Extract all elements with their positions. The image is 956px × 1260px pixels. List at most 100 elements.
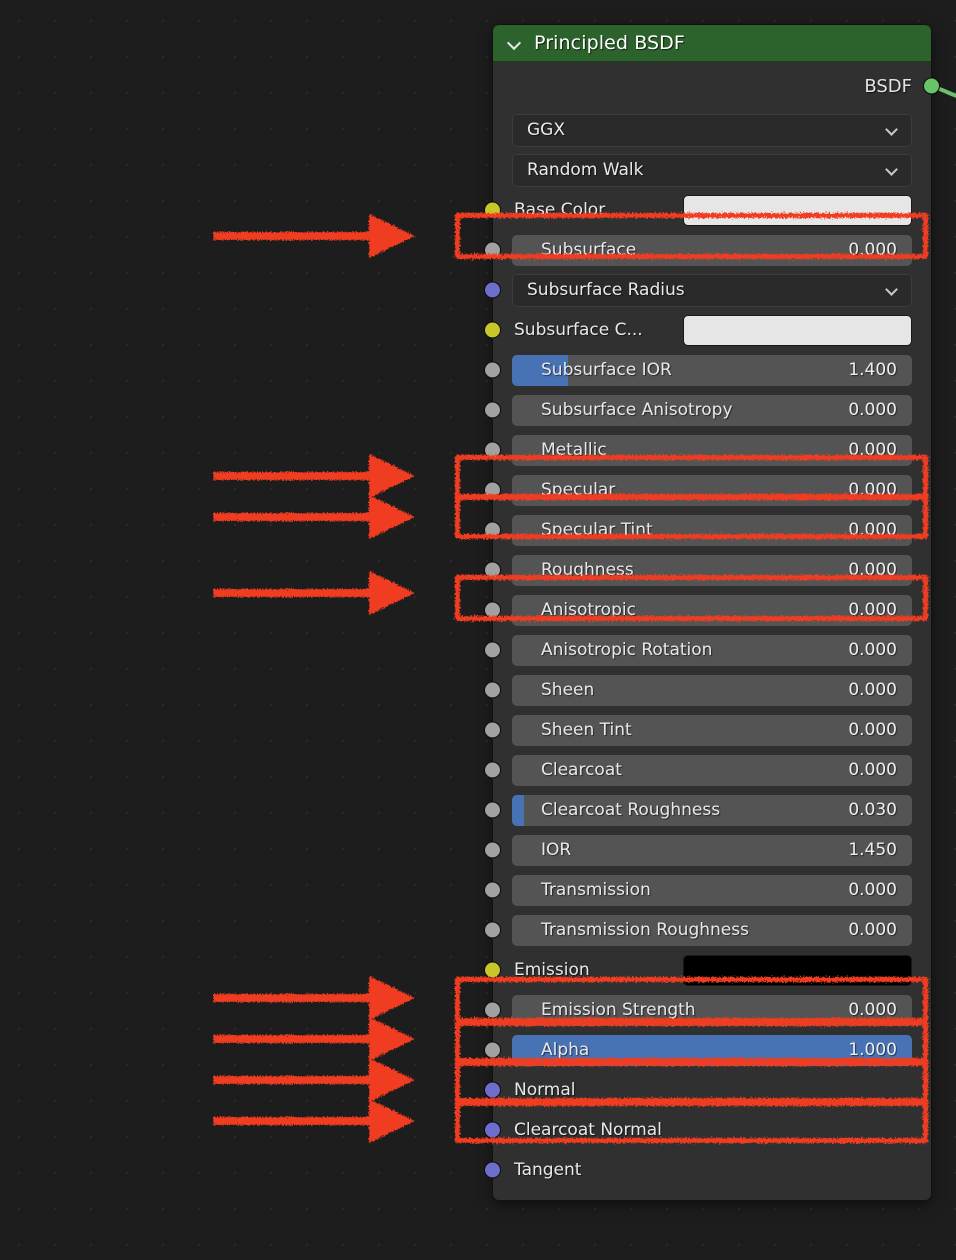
value-slider[interactable]: Subsurface 0.000 <box>512 234 912 266</box>
value-slider-label: Clearcoat <box>541 760 622 780</box>
value-slider[interactable]: Specular Tint 0.000 <box>512 514 912 546</box>
input-socket[interactable] <box>484 1001 501 1019</box>
input-socket[interactable] <box>484 321 501 339</box>
principled-bsdf-node[interactable]: Principled BSDF BSDF GGX Random Walk Bas… <box>484 25 940 1200</box>
input-socket[interactable] <box>484 801 501 819</box>
value-slider[interactable]: Emission Strength 0.000 <box>512 994 912 1026</box>
chevron-down-icon[interactable] <box>886 284 899 297</box>
input-row[interactable]: Roughness 0.000 <box>484 550 931 590</box>
input-row[interactable]: Subsurface C... <box>484 310 931 350</box>
input-socket[interactable] <box>484 681 501 699</box>
chevron-down-icon[interactable] <box>886 124 899 137</box>
value-slider[interactable]: Sheen 0.000 <box>512 674 912 706</box>
input-row[interactable]: Specular Tint 0.000 <box>484 510 931 550</box>
input-socket[interactable] <box>484 281 501 299</box>
color-swatch[interactable] <box>683 954 912 986</box>
color-row-label: Subsurface C... <box>514 320 643 340</box>
value-slider-label: Alpha <box>541 1040 590 1060</box>
value-slider-label: Anisotropic Rotation <box>541 640 713 660</box>
input-socket[interactable] <box>484 561 501 579</box>
output-label-bsdf: BSDF <box>864 75 912 97</box>
input-socket[interactable] <box>484 841 501 859</box>
input-socket[interactable] <box>484 241 501 259</box>
menu-dropdown[interactable]: Subsurface Radius <box>512 273 912 307</box>
value-slider-label: IOR <box>541 840 572 860</box>
chevron-down-icon[interactable] <box>886 164 899 177</box>
chevron-down-icon[interactable] <box>508 36 522 50</box>
distribution-dropdown[interactable]: GGX <box>512 113 912 147</box>
input-row[interactable]: Tangent <box>484 1150 931 1190</box>
input-socket[interactable] <box>484 521 501 539</box>
value-slider-number: 0.000 <box>848 680 897 700</box>
input-socket[interactable] <box>484 361 501 379</box>
row-distribution[interactable]: GGX <box>493 110 931 150</box>
input-socket[interactable] <box>484 401 501 419</box>
input-row[interactable]: Specular 0.000 <box>484 470 931 510</box>
input-socket[interactable] <box>484 761 501 779</box>
input-row[interactable]: Clearcoat Roughness 0.030 <box>484 790 931 830</box>
annotation-arrow <box>213 495 415 539</box>
input-socket[interactable] <box>484 641 501 659</box>
input-row[interactable]: Alpha 1.000 <box>484 1030 931 1070</box>
value-slider[interactable]: Subsurface IOR 1.400 <box>512 354 912 386</box>
input-row[interactable]: Clearcoat Normal <box>484 1110 931 1150</box>
input-row[interactable]: Transmission 0.000 <box>484 870 931 910</box>
input-socket[interactable] <box>484 1161 501 1179</box>
input-row[interactable]: Emission <box>484 950 931 990</box>
value-slider[interactable]: Transmission Roughness 0.000 <box>512 914 912 946</box>
color-swatch[interactable] <box>683 194 912 226</box>
input-row[interactable]: Anisotropic Rotation 0.000 <box>484 630 931 670</box>
color-row-label: Emission <box>514 960 590 980</box>
input-row[interactable]: Emission Strength 0.000 <box>484 990 931 1030</box>
input-socket[interactable] <box>484 961 501 979</box>
value-slider[interactable]: Clearcoat 0.000 <box>512 754 912 786</box>
input-row[interactable]: Transmission Roughness 0.000 <box>484 910 931 950</box>
value-slider[interactable]: Specular 0.000 <box>512 474 912 506</box>
input-socket[interactable] <box>484 201 501 219</box>
input-socket[interactable] <box>484 1081 501 1099</box>
value-slider[interactable]: Anisotropic Rotation 0.000 <box>512 634 912 666</box>
input-row[interactable]: Subsurface IOR 1.400 <box>484 350 931 390</box>
input-socket[interactable] <box>484 1041 501 1059</box>
node-output-bsdf[interactable]: BSDF <box>493 62 940 110</box>
input-row[interactable]: Metallic 0.000 <box>484 430 931 470</box>
input-socket[interactable] <box>484 481 501 499</box>
input-row[interactable]: Clearcoat 0.000 <box>484 750 931 790</box>
input-socket[interactable] <box>484 721 501 739</box>
value-slider[interactable]: Alpha 1.000 <box>512 1034 912 1066</box>
value-slider-label: Sheen Tint <box>541 720 632 740</box>
input-row[interactable]: Subsurface 0.000 <box>484 230 931 270</box>
value-slider-label: Subsurface Anisotropy <box>541 400 733 420</box>
value-slider[interactable]: Subsurface Anisotropy 0.000 <box>512 394 912 426</box>
row-subsurface-method[interactable]: Random Walk <box>493 150 931 190</box>
input-row[interactable]: Sheen Tint 0.000 <box>484 710 931 750</box>
value-slider[interactable]: IOR 1.450 <box>512 834 912 866</box>
value-slider-label: Specular Tint <box>541 520 653 540</box>
value-slider[interactable]: Transmission 0.000 <box>512 874 912 906</box>
input-socket[interactable] <box>484 881 501 899</box>
input-row[interactable]: Base Color <box>484 190 931 230</box>
value-slider[interactable]: Roughness 0.000 <box>512 554 912 586</box>
value-slider[interactable]: Clearcoat Roughness 0.030 <box>512 794 912 826</box>
shader-socket-bsdf[interactable] <box>923 77 940 95</box>
annotation-arrow <box>213 1099 415 1143</box>
input-socket[interactable] <box>484 441 501 459</box>
value-slider-number: 0.000 <box>848 560 897 580</box>
input-row[interactable]: Normal <box>484 1070 931 1110</box>
input-row[interactable]: Sheen 0.000 <box>484 670 931 710</box>
input-row[interactable]: Subsurface Radius <box>484 270 931 310</box>
value-slider[interactable]: Anisotropic 0.000 <box>512 594 912 626</box>
node-header[interactable]: Principled BSDF <box>493 25 931 62</box>
input-row[interactable]: Subsurface Anisotropy 0.000 <box>484 390 931 430</box>
input-socket[interactable] <box>484 1121 501 1139</box>
distribution-value: GGX <box>527 120 565 140</box>
input-row[interactable]: IOR 1.450 <box>484 830 931 870</box>
input-socket[interactable] <box>484 601 501 619</box>
input-row[interactable]: Anisotropic 0.000 <box>484 590 931 630</box>
input-socket[interactable] <box>484 921 501 939</box>
subsurface-method-dropdown[interactable]: Random Walk <box>512 153 912 187</box>
value-slider[interactable]: Metallic 0.000 <box>512 434 912 466</box>
color-swatch[interactable] <box>683 314 912 346</box>
value-slider-label: Subsurface <box>541 240 637 260</box>
value-slider[interactable]: Sheen Tint 0.000 <box>512 714 912 746</box>
